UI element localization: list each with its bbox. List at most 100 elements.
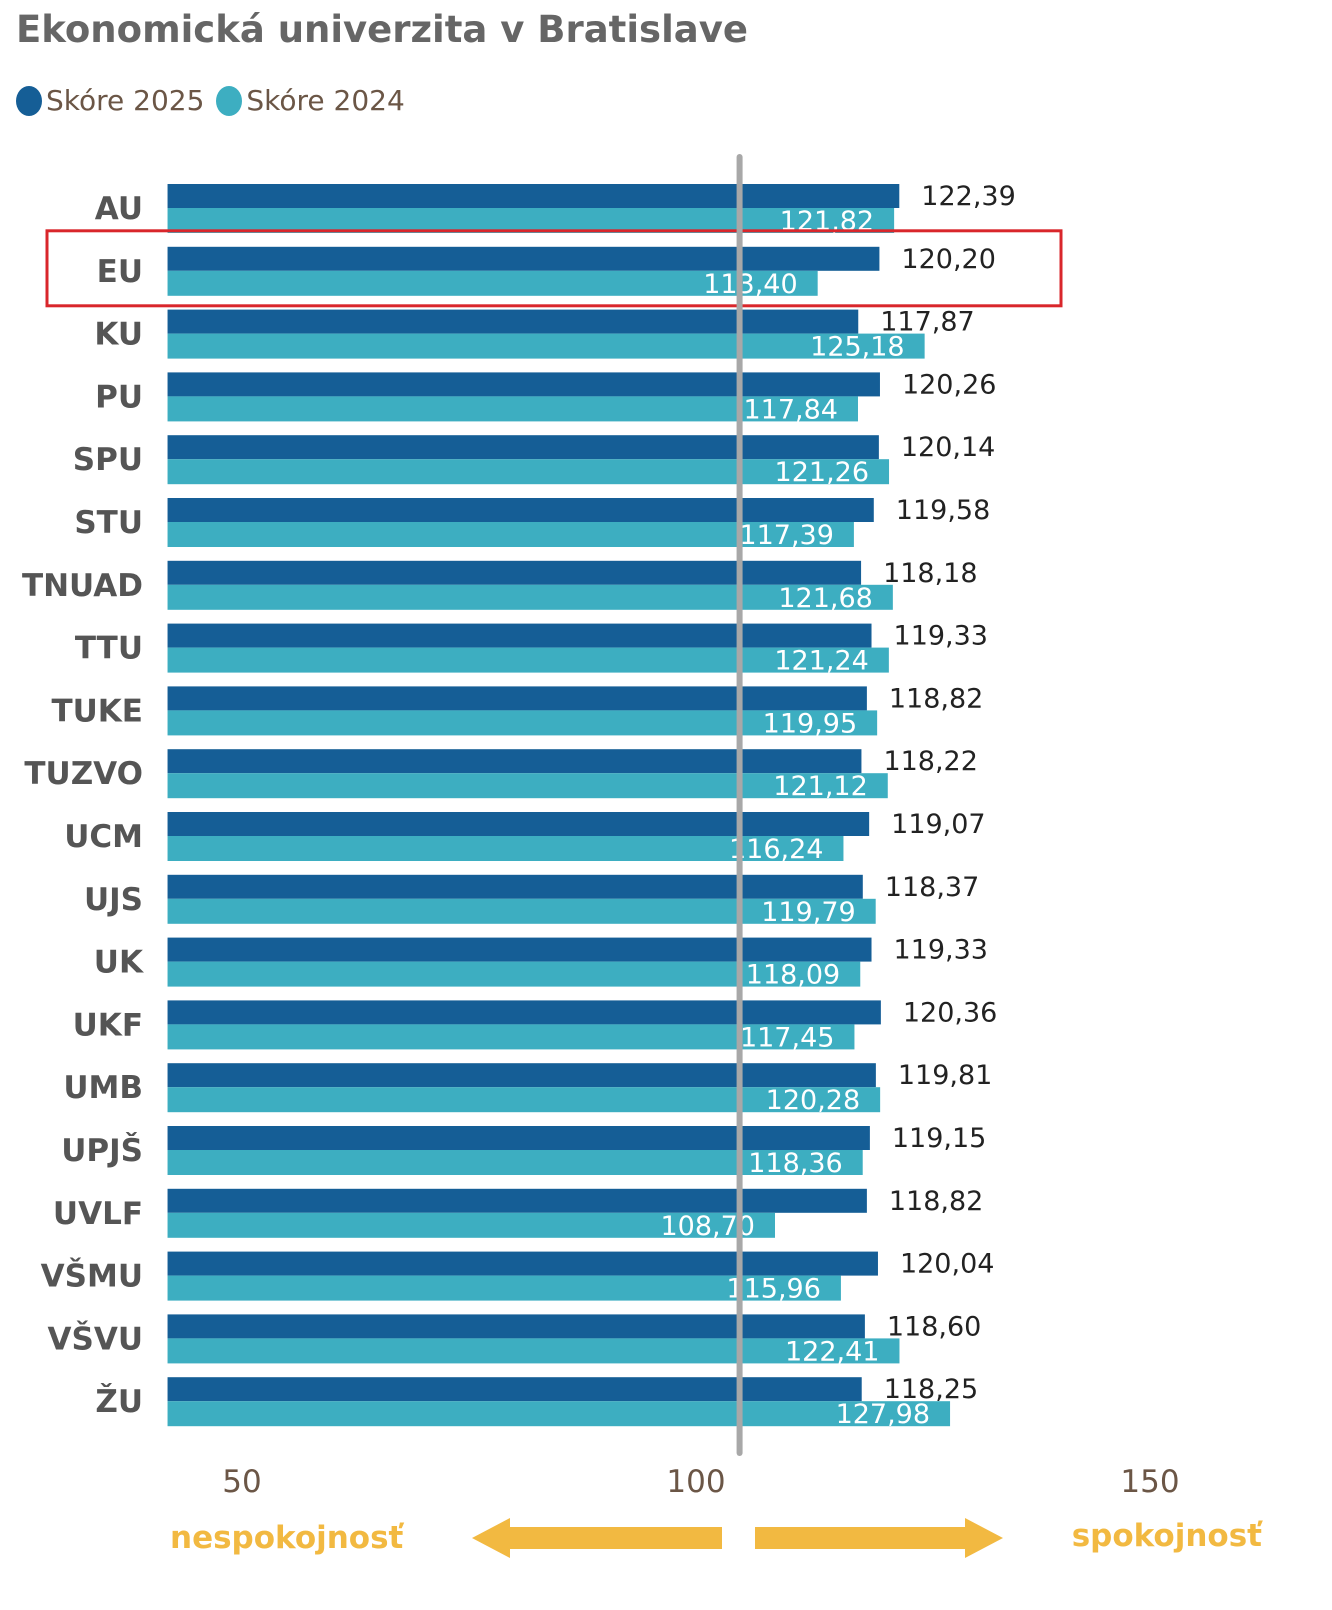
- bar-2024: [167, 1212, 775, 1238]
- category-label: TTU: [75, 631, 143, 667]
- category-label: TUZVO: [24, 756, 143, 792]
- bar-2025: [167, 246, 880, 271]
- x-tick-label: 150: [1120, 1464, 1179, 1500]
- bar-2025: [167, 1063, 876, 1088]
- data-label-2024: 121,82: [780, 206, 874, 237]
- bar-2024: [167, 333, 925, 359]
- bar-2024: [167, 208, 895, 233]
- bar-2024: [167, 1338, 900, 1364]
- bar-2025: [167, 372, 880, 397]
- data-label-2025: 120,20: [901, 244, 995, 275]
- arrow-right-icon: [755, 1518, 1003, 1558]
- data-label-2024: 113,40: [703, 269, 797, 300]
- chart-title: Ekonomická univerzita v Bratislave: [16, 8, 748, 51]
- bar-2025: [167, 874, 863, 899]
- data-label-2024: 117,84: [744, 394, 838, 425]
- category-label: TNUAD: [22, 568, 143, 604]
- bar-2025: [167, 749, 862, 774]
- bar-2025: [167, 1377, 862, 1402]
- legend-label-2024: Skóre 2024: [246, 84, 405, 117]
- data-label-2024: 118,36: [748, 1148, 842, 1179]
- data-label-2025: 120,36: [903, 997, 997, 1028]
- data-label-2024: 121,26: [775, 457, 869, 488]
- bar-2024: [167, 459, 890, 485]
- bar-2025: [167, 560, 862, 585]
- data-label-2025: 118,18: [883, 558, 977, 589]
- bar-2025: [167, 686, 867, 711]
- data-label-2024: 119,95: [763, 708, 857, 739]
- data-label-2024: 122,41: [785, 1336, 879, 1367]
- data-label-2024: 127,98: [836, 1399, 930, 1430]
- category-label: UPJŠ: [61, 1132, 143, 1169]
- bar-2024: [167, 773, 888, 799]
- category-label: UVLF: [53, 1196, 143, 1232]
- category-label: UKF: [73, 1007, 143, 1043]
- category-label: SPU: [73, 442, 143, 478]
- direction-label-left: nespokojnosť: [170, 1520, 405, 1556]
- bar-2025: [167, 1314, 865, 1339]
- category-label: EU: [97, 254, 143, 290]
- bar-2024: [167, 1275, 841, 1301]
- data-label-2025: 118,82: [889, 1186, 983, 1217]
- data-label-2025: 119,07: [891, 809, 985, 840]
- data-label-2024: 121,68: [778, 583, 872, 614]
- legend-label-2025: Skóre 2025: [46, 84, 205, 117]
- category-label: UJS: [84, 882, 143, 918]
- bar-2024: [167, 836, 844, 861]
- category-label: PU: [95, 379, 143, 415]
- data-label-2025: 119,15: [892, 1123, 986, 1154]
- bar-2025: [167, 937, 872, 962]
- data-label-2025: 119,58: [896, 495, 990, 526]
- bar-2024: [167, 270, 818, 296]
- bar-2024: [167, 898, 876, 924]
- data-label-2025: 118,37: [885, 872, 979, 903]
- data-label-2025: 119,33: [894, 935, 988, 966]
- bar-2024: [167, 1401, 951, 1427]
- bar-2025: [167, 309, 859, 334]
- bar-2025: [167, 1251, 878, 1276]
- highlight-box: [45, 229, 1063, 308]
- data-label-2025: 119,81: [898, 1060, 992, 1091]
- data-label-2025: 117,87: [880, 307, 974, 338]
- data-label-2025: 120,26: [902, 369, 996, 400]
- x-tick-label: 50: [222, 1464, 261, 1500]
- category-label: UMB: [63, 1070, 143, 1106]
- category-label: KU: [94, 317, 143, 353]
- data-label-2025: 118,25: [884, 1374, 978, 1405]
- bar-2025: [167, 498, 874, 522]
- legend-swatch-2024: [216, 85, 243, 116]
- x-tick-label: 100: [666, 1464, 725, 1500]
- bar-2025: [167, 1126, 870, 1150]
- data-label-2024: 116,24: [729, 834, 823, 865]
- data-label-2024: 120,28: [766, 1085, 860, 1116]
- bar-2024: [167, 710, 878, 736]
- bar-2025: [167, 1188, 867, 1213]
- bar-2024: [167, 1150, 863, 1175]
- category-label: AU: [95, 191, 143, 227]
- category-label: VŠMU: [41, 1258, 143, 1295]
- data-label-2024: 119,79: [761, 897, 855, 928]
- bar-2024: [167, 1087, 881, 1113]
- category-label: VŠVU: [48, 1320, 143, 1357]
- data-label-2025: 118,82: [889, 683, 983, 714]
- data-label-2025: 120,14: [901, 432, 995, 463]
- data-label-2025: 118,60: [887, 1311, 981, 1342]
- category-label: STU: [74, 505, 143, 541]
- bar-2024: [167, 584, 893, 610]
- data-label-2024: 121,24: [774, 646, 868, 677]
- data-label-2025: 120,04: [900, 1249, 994, 1280]
- legend: Skóre 2025 Skóre 2024: [16, 84, 417, 117]
- bar-2025: [167, 1000, 881, 1025]
- data-label-2024: 121,12: [773, 771, 867, 802]
- direction-label-right: spokojnosť: [1072, 1518, 1263, 1554]
- data-label-2025: 118,22: [883, 746, 977, 777]
- category-label: ŽU: [95, 1384, 143, 1420]
- legend-swatch-2025: [16, 85, 42, 116]
- data-label-2024: 117,39: [739, 520, 833, 551]
- arrow-left-icon: [472, 1518, 722, 1558]
- bar-2025: [167, 812, 870, 836]
- bar-2024: [167, 647, 889, 673]
- bar-2025: [167, 623, 872, 648]
- bar-2025: [167, 435, 879, 460]
